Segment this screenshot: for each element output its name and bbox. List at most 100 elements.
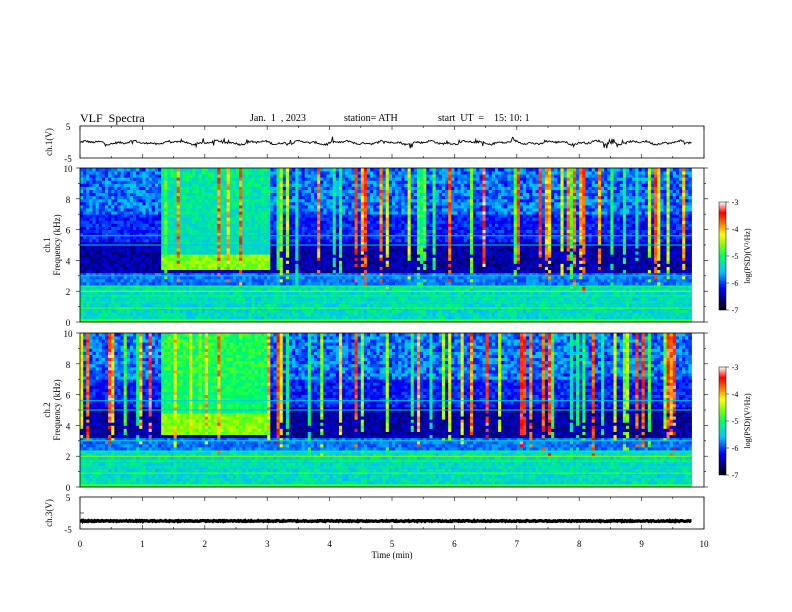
spectrogram-cell (201, 226, 206, 230)
spectrogram-cell (323, 192, 327, 197)
spectrogram-cell (251, 177, 256, 181)
spectrogram-cell (117, 275, 121, 280)
spectrogram-cell (148, 303, 153, 307)
spectrogram-cell (154, 192, 159, 197)
spectrogram-cell (123, 254, 128, 258)
spectrogram-cell (179, 211, 184, 215)
spectrogram-cell (211, 186, 215, 190)
spectrogram-cell (289, 309, 293, 314)
spectrogram-cell (229, 315, 234, 320)
spectrogram-cell (179, 288, 184, 292)
spectrogram-cell (154, 171, 159, 175)
spectrogram-cell (242, 217, 246, 221)
spectrogram-cell (304, 204, 309, 209)
spectrogram-cell (242, 180, 246, 184)
spectrogram-cell (158, 251, 162, 255)
spectrogram-cell (211, 297, 215, 301)
spectrogram-cell (92, 266, 96, 271)
spectrogram-cell (126, 198, 131, 203)
spectrogram-cell (354, 168, 359, 172)
spectrogram-cell (176, 257, 181, 261)
spectrogram-cell (314, 208, 318, 212)
spectrogram-cell (223, 208, 228, 212)
spectrogram-cell (282, 251, 287, 255)
spectrogram-cell (314, 257, 318, 261)
spectrogram-cell (370, 266, 374, 271)
spectrogram-cell (104, 189, 109, 194)
spectrogram-cell (348, 235, 352, 240)
spectrogram-cell (382, 208, 387, 212)
spectrogram-cell (226, 312, 231, 317)
spectrogram-cell (173, 223, 178, 227)
spectrogram-cell (304, 211, 309, 215)
spectrogram-cell (276, 238, 281, 243)
spectrogram-cell (273, 220, 277, 224)
spectrogram-cell (351, 180, 355, 184)
spectrogram-cell (80, 281, 84, 286)
spectrogram-cell (83, 257, 87, 261)
spectrogram-cell (342, 315, 346, 320)
spectrogram-cell (111, 248, 115, 252)
spectrogram-cell (195, 303, 199, 307)
spectrogram-cell (335, 189, 340, 194)
spectrogram-cell (276, 180, 281, 184)
spectrogram-cell (345, 260, 349, 264)
spectrogram-cell (80, 171, 84, 175)
spectrogram-cell (195, 204, 199, 209)
spectrogram-cell (179, 257, 184, 261)
spectrogram-cell (320, 315, 324, 320)
spectrogram-cell (323, 180, 327, 184)
spectrogram-cell (370, 251, 374, 255)
spectrogram-cell (192, 266, 196, 271)
spectrogram-cell (176, 297, 181, 301)
spectrogram-cell (382, 238, 387, 243)
spectrogram-cell (204, 174, 209, 178)
spectrogram-cell (173, 254, 178, 258)
spectrogram-cell (357, 245, 362, 249)
spectrogram-cell (320, 291, 324, 295)
spectrogram-cell (273, 278, 277, 283)
spectrogram-cell (239, 318, 243, 323)
spectrogram-cell (117, 214, 121, 218)
spectrogram-cell (95, 208, 100, 212)
spectrogram-cell (120, 254, 125, 258)
spectrogram-cell (151, 183, 156, 187)
ch1-waveform-panel: 5-5ch.1(V) (44, 122, 705, 164)
spectrogram-cell (285, 254, 290, 258)
spectrogram-cell (198, 281, 203, 286)
spectrogram-cell (198, 192, 203, 197)
spectrogram-cell (129, 232, 134, 237)
spectrogram-cell (357, 198, 362, 203)
spectrogram-cell (189, 272, 193, 277)
spectrogram-cell (310, 235, 315, 240)
spectrogram-cell (357, 251, 362, 255)
spectrogram-cell (332, 291, 337, 295)
spectrogram-cell (226, 241, 231, 246)
spectrogram-cell (379, 223, 384, 227)
spectrogram-cell (211, 248, 215, 252)
spectrogram-cell (254, 248, 259, 252)
spectrogram-cell (198, 297, 203, 301)
spectrogram-cell (108, 183, 112, 187)
spectrogram-cell (111, 226, 115, 230)
spectrogram-cell (98, 177, 103, 181)
spectrogram-cell (279, 291, 284, 295)
spectrogram-cell (220, 208, 224, 212)
spectrogram-cell (207, 195, 212, 200)
spectrogram-cell (133, 232, 137, 237)
spectrogram-cell (101, 198, 106, 203)
spectrogram-cell (317, 241, 321, 246)
spectrogram-cell (248, 201, 252, 206)
spectrogram-cell (104, 318, 109, 323)
spectrogram-cell (376, 297, 380, 301)
spectrogram-cell (133, 192, 137, 197)
spectrogram-cell (338, 235, 343, 240)
spectrogram-cell (357, 275, 362, 280)
spectrogram-cell (301, 272, 306, 277)
spectrogram-cell (279, 223, 284, 227)
spectrogram-cell (367, 263, 371, 267)
spectrogram-cell (114, 198, 118, 203)
spectrogram-cell (342, 229, 346, 234)
spectrogram-cell (195, 235, 199, 240)
spectrogram-cell (373, 260, 377, 264)
